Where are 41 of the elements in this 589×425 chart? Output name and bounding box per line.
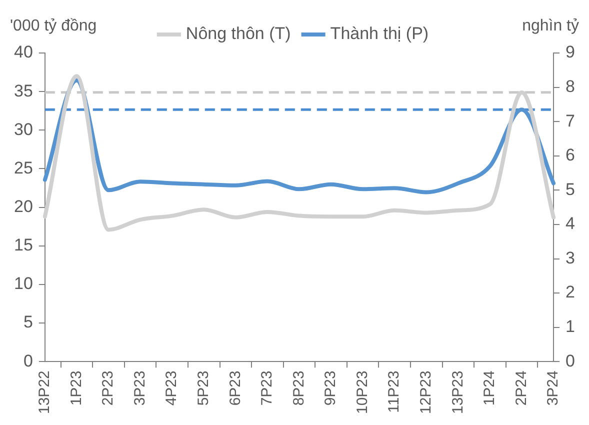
y-tick-label: 20	[14, 197, 33, 216]
x-tick-label: 8P23	[290, 370, 308, 406]
y-tick-label: 10	[14, 274, 33, 294]
y2-tick-label: 4	[566, 214, 576, 234]
x-tick-label: 10P23	[354, 370, 371, 414]
x-tick-label: 2P24	[512, 370, 530, 406]
y2-tick-label: 0	[566, 351, 576, 370]
x-tick-label: 7P23	[258, 370, 276, 406]
x-tick-label: 1P23	[68, 370, 85, 406]
x-tick-label: 6P23	[226, 370, 244, 406]
y2-tick-label: 1	[566, 317, 576, 336]
x-tick-label: 12P23	[418, 370, 435, 414]
legend-label: Thành thị (P)	[330, 24, 429, 44]
y2-tick-label: 7	[566, 111, 576, 130]
y2-tick-label: 3	[566, 248, 576, 268]
y-tick-label: 0	[23, 351, 33, 370]
y2-tick-label: 8	[566, 76, 576, 96]
y-tick-label: 40	[14, 42, 33, 62]
line-series	[42, 74, 556, 232]
x-tick-label: 3P23	[131, 370, 148, 406]
x-tick-label: 5P23	[195, 370, 212, 406]
x-tick-label: 2P23	[100, 370, 117, 406]
y2-tick-label: 9	[566, 42, 576, 62]
y2-axis-title: nghìn tỷ	[522, 17, 579, 34]
x-tick-label: 9P23	[322, 370, 340, 406]
x-tick-label: 11P23	[386, 370, 403, 413]
y-tick-label: 35	[14, 81, 33, 100]
y2-tick-label: 2	[566, 282, 576, 302]
y-tick-label: 25	[14, 158, 33, 178]
x-tick-label: 3P24	[544, 370, 562, 406]
y2-tick-label: 6	[566, 146, 576, 165]
y-axis-title: '000 tỷ đồng	[10, 17, 97, 34]
x-tick-label: 13P23	[449, 370, 466, 414]
x-tick-label: 13P22	[36, 370, 54, 414]
legend-label: Nông thôn (T)	[186, 24, 291, 44]
y2-tick-label: 5	[566, 180, 576, 199]
y-tick-label: 5	[23, 312, 33, 332]
y-tick-label: 15	[14, 236, 33, 255]
y-tick-label: 30	[14, 120, 33, 139]
x-tick-label: 1P24	[481, 370, 498, 406]
x-tick-label: 4P23	[163, 370, 180, 406]
